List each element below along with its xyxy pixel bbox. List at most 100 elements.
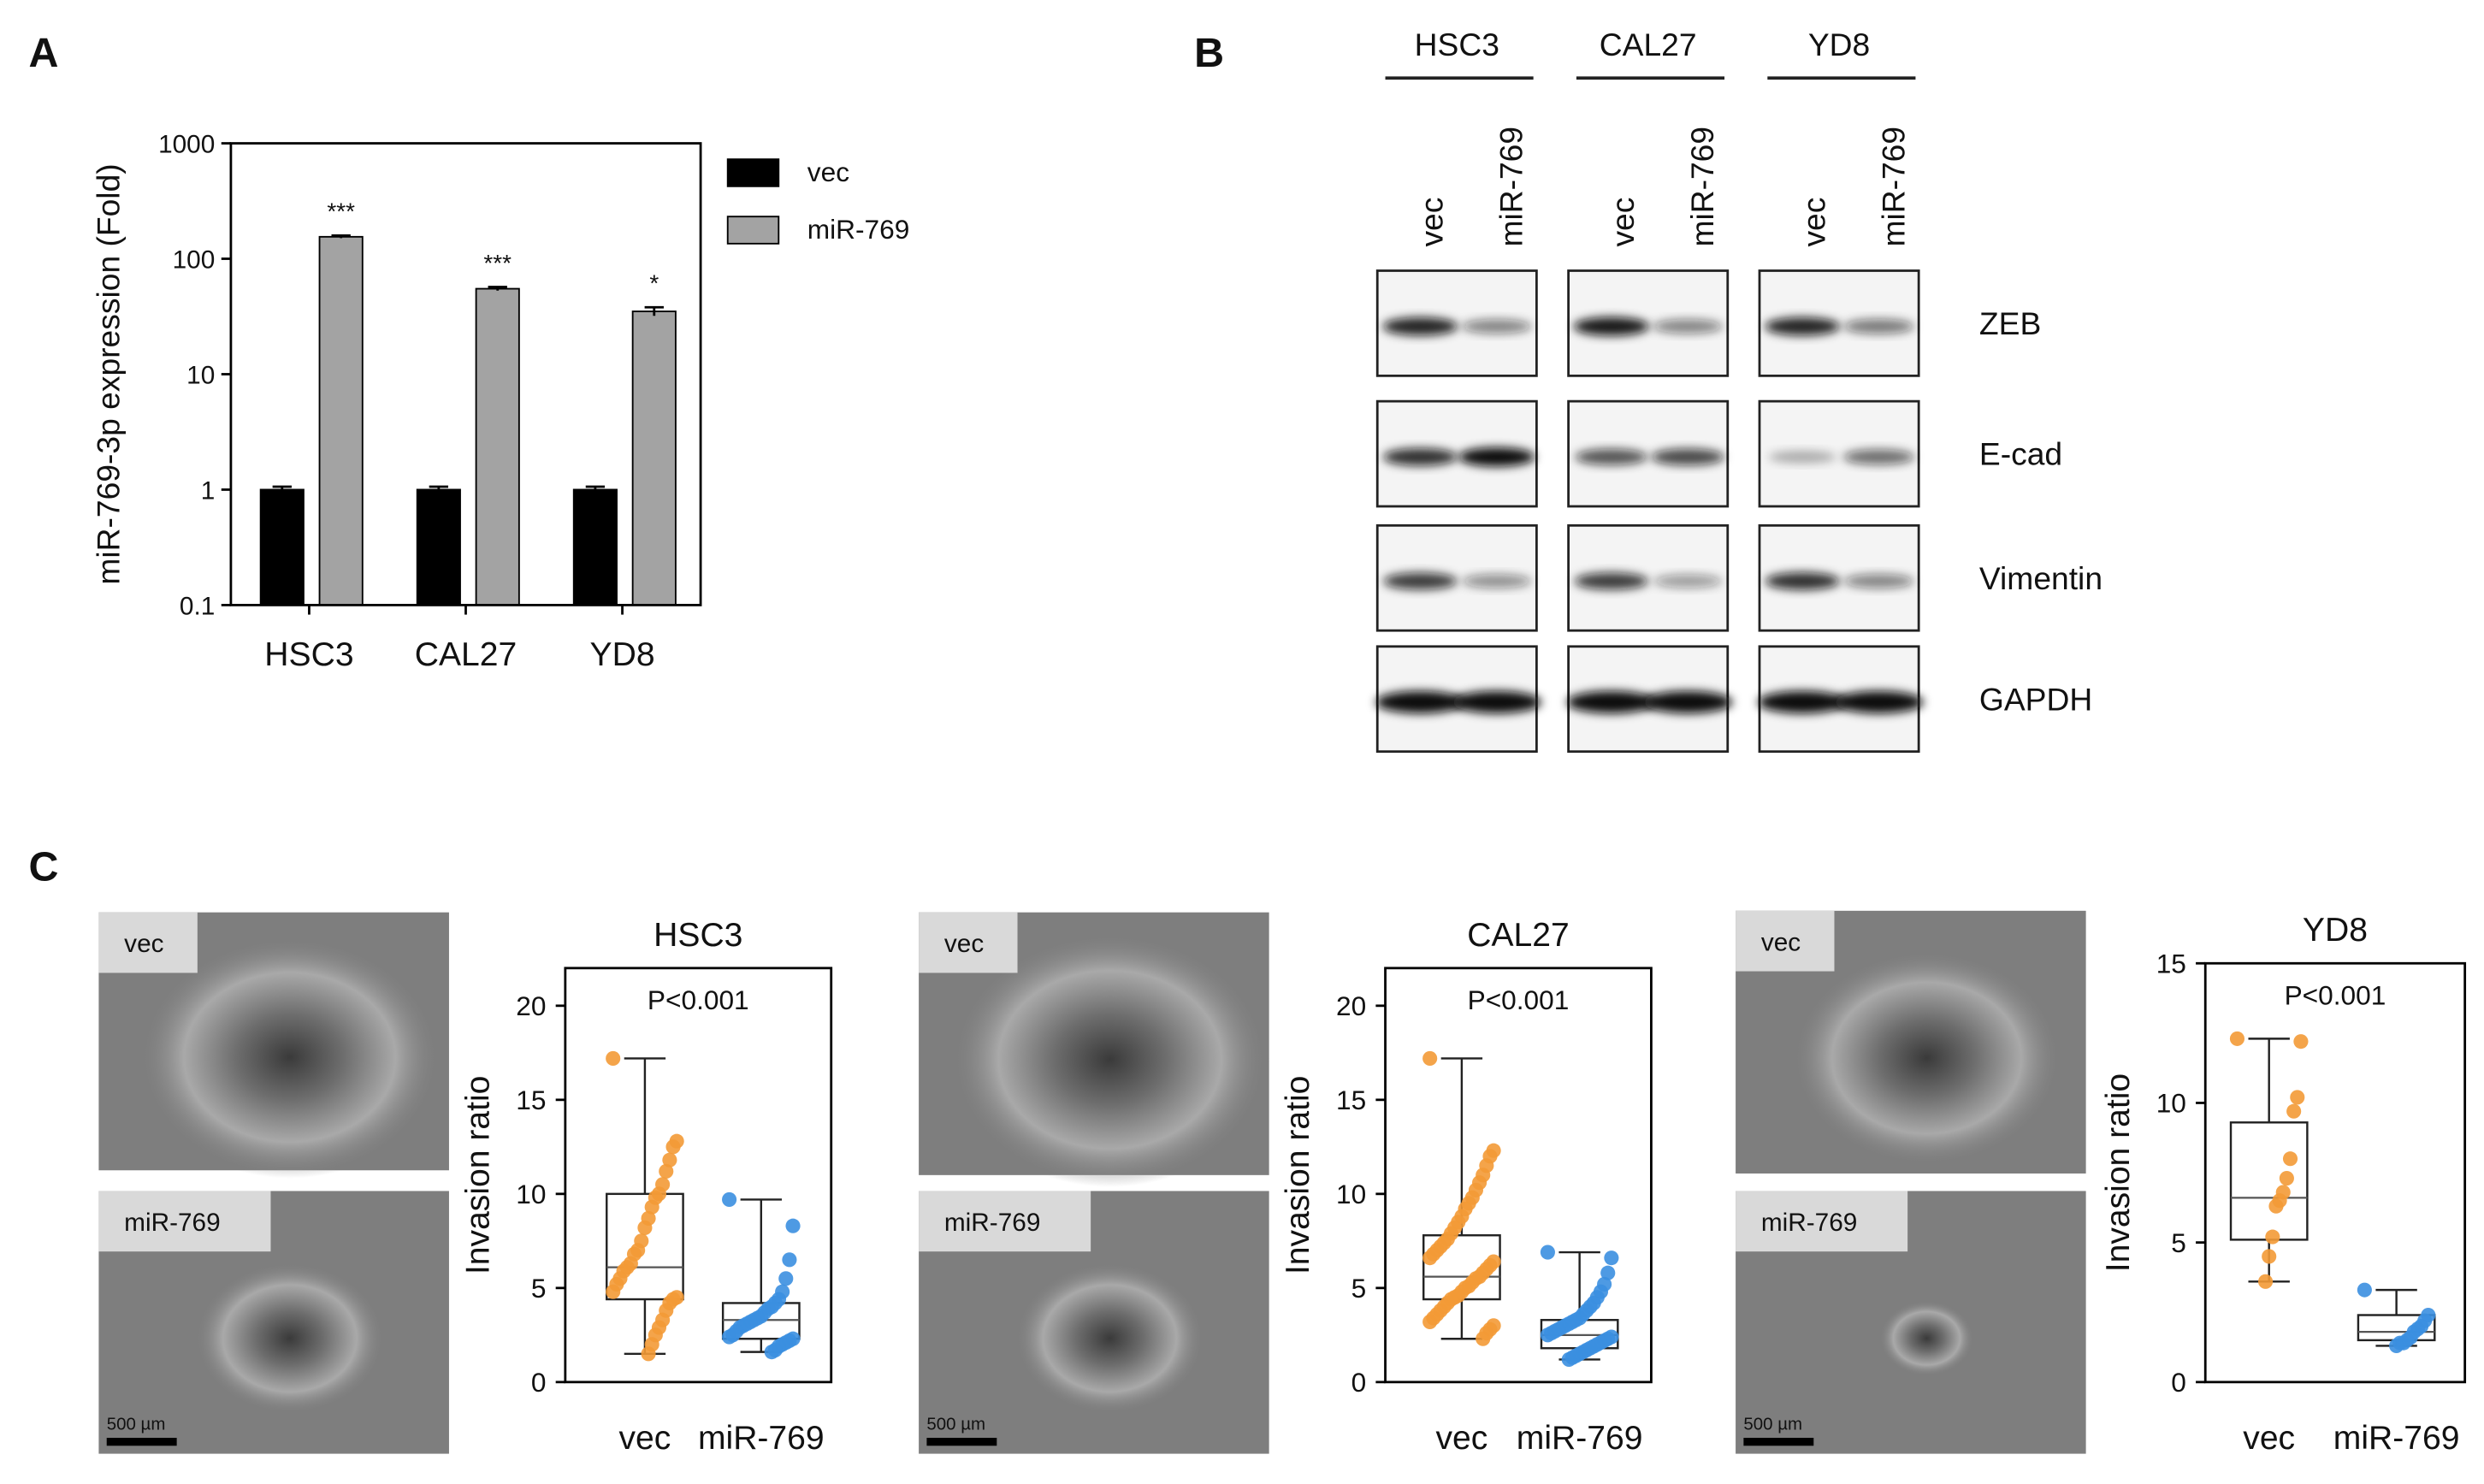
data-point — [764, 1345, 779, 1360]
plot-frame — [1384, 967, 1653, 1384]
data-point — [1600, 1265, 1616, 1280]
panel-label: C — [29, 843, 59, 890]
blot-band — [1643, 690, 1733, 713]
data-point — [2262, 1249, 2277, 1264]
micrograph-label: vec — [124, 930, 163, 958]
error-bar — [644, 305, 664, 316]
legend-swatch — [726, 158, 780, 187]
y-tick-label: 5 — [531, 1273, 547, 1304]
y-tick-label: 0 — [1351, 1367, 1367, 1398]
p-value: P<0.001 — [1468, 984, 1570, 1015]
data-point — [785, 1218, 801, 1233]
chart-title: YD8 — [2303, 912, 2368, 949]
data-point — [2286, 1103, 2302, 1119]
blot-band — [1574, 572, 1649, 590]
data-point — [641, 1346, 656, 1362]
blot-band — [1768, 451, 1836, 464]
colony — [1014, 1262, 1206, 1415]
y-tick-label: 5 — [2171, 1227, 2186, 1258]
blot-band — [1382, 447, 1458, 466]
protein-label: E-cad — [1979, 436, 2062, 472]
data-point — [2290, 1090, 2305, 1105]
micrograph-tag — [919, 912, 1018, 973]
blot-band — [1383, 572, 1458, 590]
blot-band — [1462, 574, 1532, 588]
blot-band — [1461, 319, 1532, 334]
micrograph-tag — [98, 912, 198, 973]
lane-label: vec — [1414, 198, 1450, 247]
panel-label: A — [29, 30, 59, 76]
data-point — [1422, 1314, 1438, 1330]
y-tick-label: 10 — [2156, 1088, 2186, 1119]
data-point — [1561, 1351, 1576, 1368]
error-bar — [331, 234, 351, 239]
y-tick-label: 10 — [1336, 1179, 1366, 1209]
blot-band — [1843, 574, 1914, 588]
scale-bar-label: 500 µm — [1743, 1415, 1802, 1434]
chart-title: CAL27 — [1467, 917, 1570, 954]
data-point — [606, 1050, 621, 1067]
x-tick-label: miR-769 — [1517, 1420, 1643, 1457]
data-point — [722, 1191, 737, 1208]
data-point — [722, 1329, 737, 1345]
y-tick-label: 0 — [531, 1367, 547, 1398]
lane-label: miR-769 — [1875, 127, 1911, 247]
blot-band — [1382, 317, 1458, 336]
legend-swatch — [726, 216, 780, 245]
y-tick-label: 0 — [2171, 1367, 2186, 1398]
lane-label: vec — [1795, 198, 1831, 247]
y-axis-label: miR-769-3p expression (Fold) — [91, 163, 127, 584]
data-point — [644, 1199, 659, 1215]
bar — [416, 488, 461, 606]
lane-label: miR-769 — [1684, 127, 1720, 247]
scale-bar-label: 500 µm — [926, 1415, 985, 1434]
blot-band — [1566, 690, 1656, 713]
x-tick-label: CAL27 — [415, 636, 518, 673]
micrograph-tag — [1736, 1191, 1908, 1252]
y-axis-label: Invasion ratio — [2100, 1073, 2137, 1272]
bar — [572, 488, 618, 606]
scale-bar — [106, 1437, 177, 1446]
colony — [194, 1262, 386, 1415]
scale-bar — [1743, 1437, 1814, 1446]
bar — [475, 287, 520, 606]
blot-frame — [1758, 269, 1920, 377]
blot-band — [1653, 319, 1724, 334]
cell-line-label: HSC3 — [1415, 27, 1499, 62]
x-tick-label: HSC3 — [264, 636, 353, 673]
blot-band — [1573, 316, 1650, 336]
bar — [631, 310, 677, 606]
y-tick-label: 10 — [186, 362, 215, 390]
blot-band — [1765, 572, 1840, 590]
chart-title: HSC3 — [654, 917, 742, 954]
legend-label: vec — [807, 157, 849, 187]
protein-label: ZEB — [1979, 305, 2041, 341]
data-point — [637, 1220, 653, 1236]
micrograph-tag — [98, 1191, 271, 1252]
box — [606, 1192, 684, 1301]
data-point — [2265, 1229, 2280, 1245]
y-axis-label: Invasion ratio — [1280, 1076, 1316, 1274]
micrograph-label: miR-769 — [1761, 1209, 1857, 1237]
data-point — [2268, 1198, 2284, 1214]
blot-band — [1452, 690, 1541, 713]
error-bar — [429, 485, 449, 494]
data-point — [606, 1284, 621, 1299]
blot-band — [1653, 574, 1723, 588]
error-bar — [585, 485, 606, 494]
y-axis-label: Invasion ratio — [459, 1076, 496, 1274]
x-tick-label: vec — [2243, 1420, 2295, 1457]
micrograph-label: vec — [1761, 928, 1801, 956]
micrograph-tag — [1736, 910, 1835, 972]
blot-band — [1834, 690, 1924, 713]
y-tick-label: 100 — [173, 246, 216, 275]
data-point — [2389, 1338, 2404, 1353]
blot-band — [1651, 448, 1725, 466]
significance: *** — [327, 198, 355, 225]
data-point — [1476, 1331, 1491, 1346]
box — [2229, 1121, 2309, 1241]
data-point — [1422, 1250, 1438, 1266]
x-tick-label: miR-769 — [2333, 1420, 2460, 1457]
p-value: P<0.001 — [2285, 980, 2386, 1011]
